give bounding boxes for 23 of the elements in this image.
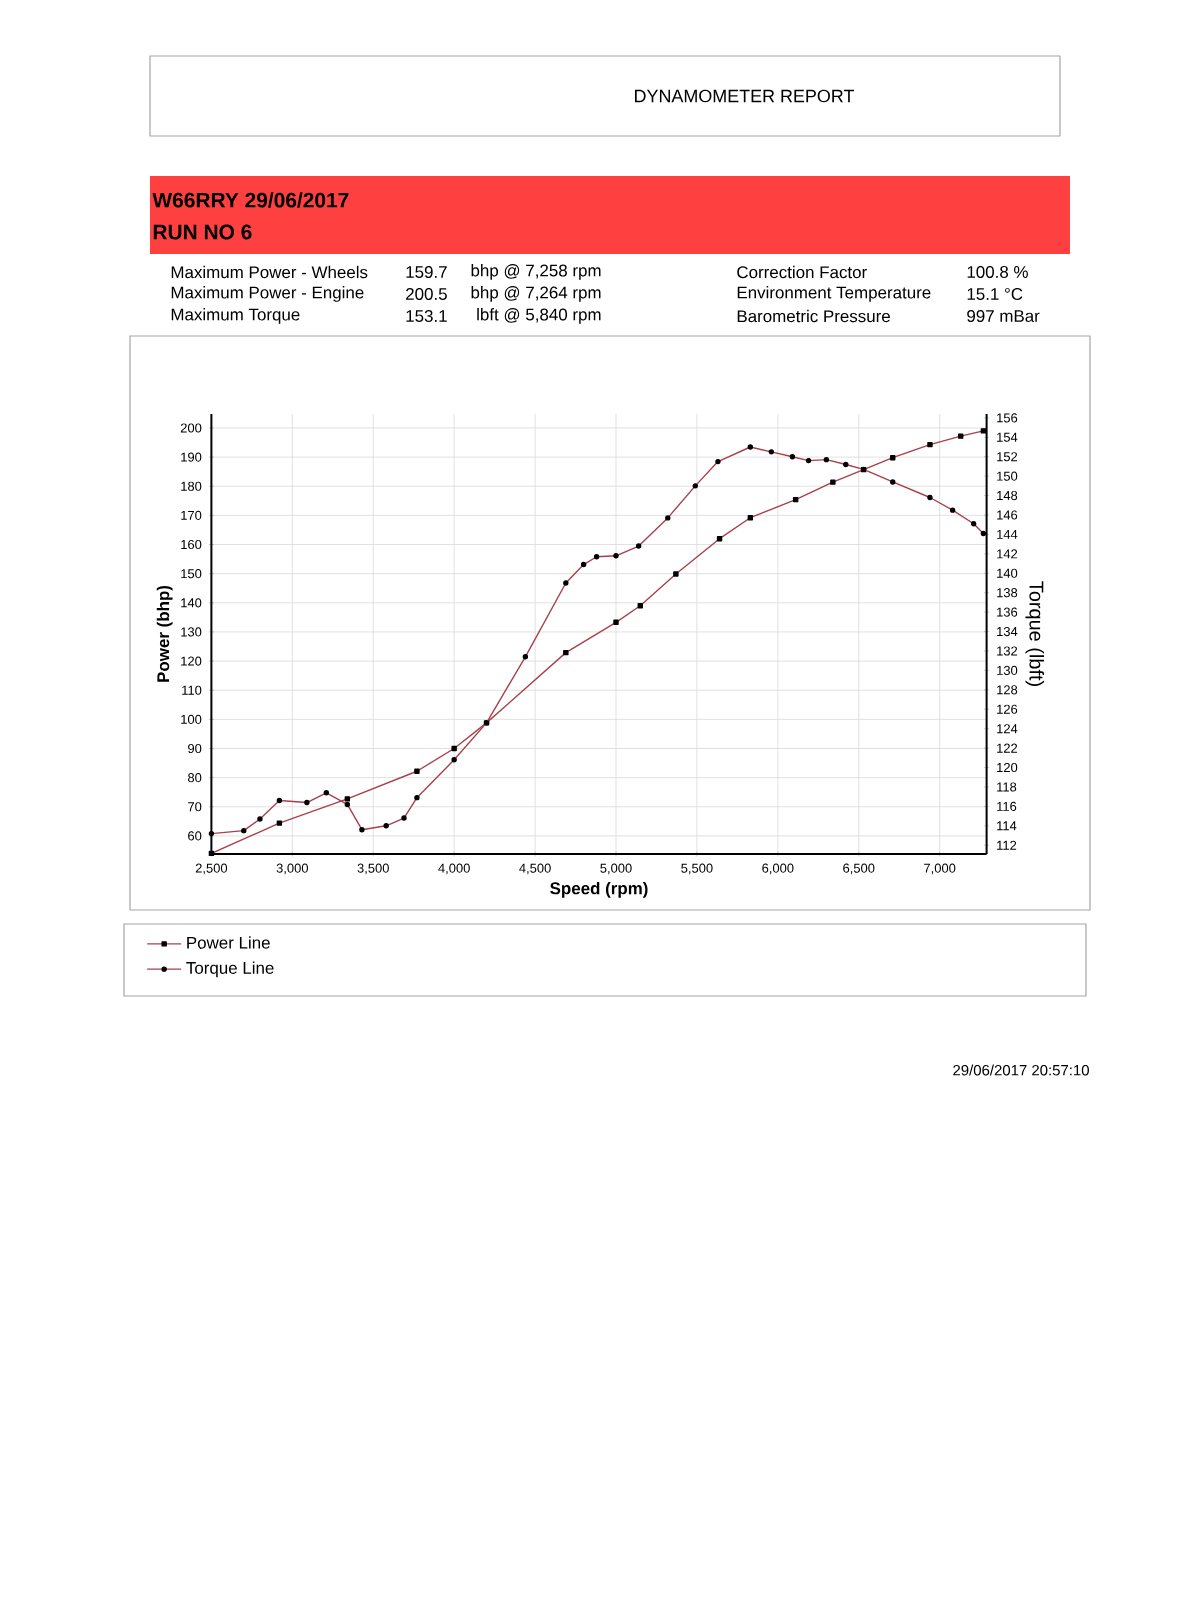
y2-axis-title: Torque (lbft) [1025,581,1045,686]
legend-label: Power Line [187,936,270,949]
text: Maximum Power - Engine [171,286,364,302]
chart-subtitle: W66RRY 29/06/2017 [152,192,349,208]
y-axis-title: Power (bhp) [156,585,173,682]
text: 997 mBar [967,310,1040,322]
text: Maximum Power - Wheels [171,265,368,279]
x-axis-title: Speed (rpm) [550,881,648,898]
text: 153.1 [406,310,447,322]
chart-title: DYNAMOMETER REPORT [635,89,854,103]
text: RUN NO 6 [153,224,252,240]
text: 15.1 °C [967,288,1023,300]
text: bhp @ 7,264 rpm [471,286,601,302]
text: 100.8 % [967,266,1028,278]
text: bhp @ 7,258 rpm [471,264,601,280]
text: Barometric Pressure [737,309,890,323]
legend-label: Torque Line [186,961,274,978]
text: Environment Temperature [737,286,931,302]
text: 200.5 [406,288,447,300]
text: 159.7 [406,266,447,278]
text: Correction Factor [737,265,867,279]
text: Maximum Torque [171,308,300,324]
text: lbft @ 5,840 rpm [477,308,601,324]
